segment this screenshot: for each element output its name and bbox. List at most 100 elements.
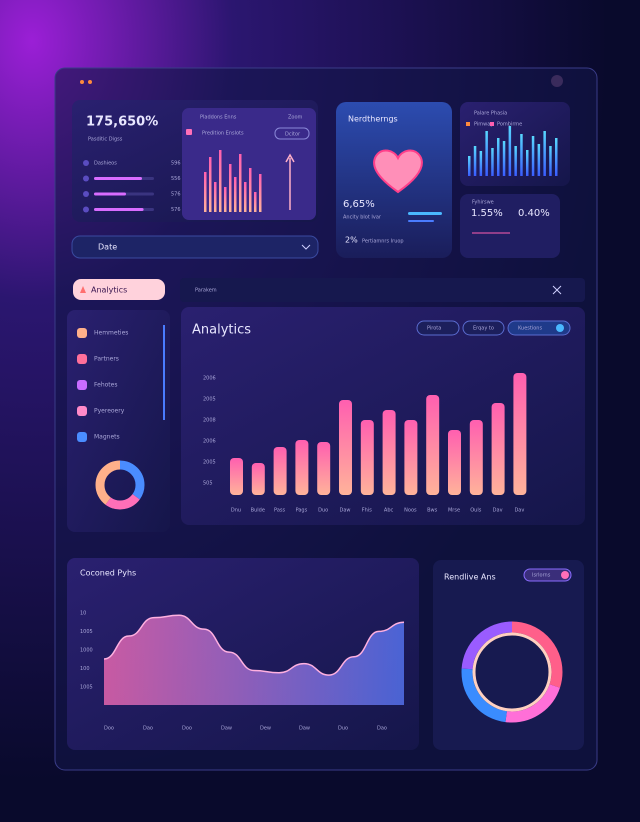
active-tab[interactable] (73, 279, 165, 300)
dropdown[interactable] (71, 235, 319, 259)
donut-segment (461, 621, 563, 723)
bar (251, 463, 265, 495)
filter-dot (556, 324, 564, 332)
legend-swatch (466, 122, 470, 126)
mini-bar (234, 177, 237, 212)
mini-bar (259, 174, 262, 212)
x-label: Daw (299, 726, 310, 732)
icon (186, 129, 192, 135)
ring-title: Rendlive Ans (444, 573, 496, 582)
mini-bar (479, 151, 483, 176)
mini-bar (214, 182, 217, 212)
bar (382, 410, 396, 495)
y-label: 1005 (80, 685, 93, 691)
panel-title: Analytics (192, 323, 251, 338)
mini-bar (555, 138, 558, 176)
donut-segment (95, 460, 145, 510)
nav-item[interactable]: Pyereoery (94, 408, 125, 415)
nav-icon (77, 406, 87, 416)
heart-footer-label: Pertiamnrs Iruop (362, 239, 404, 245)
progress (408, 220, 434, 222)
legend-swatch (490, 122, 494, 126)
close[interactable] (552, 285, 562, 295)
bar (469, 420, 483, 495)
bar (230, 458, 243, 495)
row-dot (83, 160, 89, 166)
y-label: 1005 (80, 629, 93, 635)
toggle-label[interactable]: Isrlorns (532, 573, 551, 579)
mini-button-label[interactable]: Dcitor (285, 132, 301, 138)
donut-segment (461, 621, 563, 723)
x-label: Dew (260, 726, 271, 732)
x-label: Dav (493, 508, 503, 514)
mini-bar (514, 146, 517, 176)
nav-icon (77, 328, 87, 338)
row-fill (94, 177, 142, 180)
nav-item[interactable]: Magnets (94, 434, 120, 441)
bar (273, 447, 287, 495)
y-label: 505 (203, 481, 213, 487)
ratio-card (460, 194, 560, 258)
y-label: 2005 (203, 397, 216, 403)
filter-label[interactable]: Pirota (427, 326, 441, 332)
filter-label[interactable]: Erqay to (473, 326, 494, 332)
filter-button[interactable] (416, 320, 460, 336)
x-label: Dao (143, 726, 153, 732)
filter-button[interactable] (507, 320, 571, 336)
nav-item[interactable]: Fehotes (94, 382, 117, 389)
chevron (301, 244, 311, 250)
ratio-label: Fyhirswe (472, 200, 494, 206)
dropdown-label[interactable]: Date (98, 243, 117, 252)
stat-value: 175,650% (86, 115, 158, 130)
mini-bar (224, 187, 227, 212)
mini-bar (209, 157, 212, 212)
nav-icon (77, 380, 87, 390)
toggle-knob[interactable] (561, 571, 569, 579)
bar (339, 400, 352, 495)
mini-bar (491, 148, 494, 176)
mini-button[interactable] (274, 127, 310, 140)
filter-label[interactable]: Kuestions (518, 326, 542, 332)
progress (408, 212, 442, 215)
heart-icon (373, 149, 423, 194)
y-label: 2006 (203, 439, 216, 445)
mini-bar (219, 150, 222, 212)
mini-bar (508, 126, 512, 176)
mini-bar (526, 150, 529, 176)
active-tab-label[interactable]: Analytics (91, 286, 127, 295)
mini-bar (204, 172, 207, 212)
mini-action[interactable]: Zoom (288, 115, 303, 121)
bar (360, 420, 374, 495)
row-fill (94, 208, 144, 211)
ratio-value: 1.55% (471, 208, 503, 219)
panel-header (180, 278, 585, 302)
y-label: 100 (80, 666, 90, 672)
mini-bar (249, 168, 252, 212)
sidebar (67, 310, 170, 532)
mini-bar (502, 141, 506, 176)
nav-item[interactable]: Hemmeties (94, 330, 128, 337)
row-value: 576 (171, 192, 181, 198)
x-label: Duo (318, 508, 328, 514)
y-label: 10 (80, 611, 86, 617)
ring-inner (472, 632, 552, 712)
tab-icon (80, 286, 86, 293)
y-label: 2006 (203, 376, 216, 382)
x-label: Bulde (251, 508, 265, 514)
bar (404, 420, 418, 495)
wave-area (104, 615, 404, 705)
row-dot (83, 175, 89, 182)
mini-bar (229, 164, 232, 212)
x-label: Bws (427, 508, 438, 514)
donut-segment (95, 460, 145, 510)
nav-item[interactable]: Partners (94, 356, 119, 363)
filter-button[interactable] (462, 320, 505, 336)
donut-segment (461, 621, 563, 723)
x-label: Dav (514, 508, 524, 514)
avatar[interactable] (551, 75, 563, 87)
x-label: Ouls (470, 508, 481, 514)
toggle[interactable] (523, 568, 572, 582)
x-label: Daw (339, 508, 350, 514)
row-label: Dashieos (94, 161, 117, 167)
bar (513, 373, 527, 495)
